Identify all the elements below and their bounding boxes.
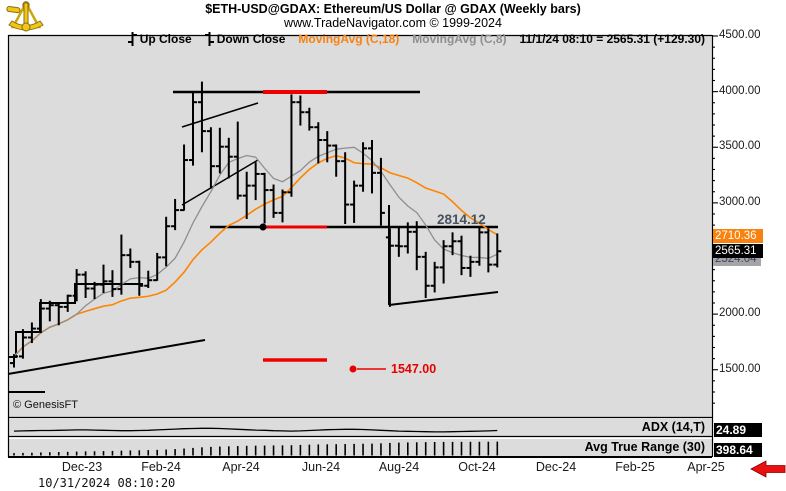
legend-ma8-label: MovingAvg (C,8) (412, 32, 507, 46)
x-axis-label: Aug-24 (378, 460, 420, 474)
legend-item-up-close[interactable]: Up Close (127, 32, 192, 46)
legend-item-ma8[interactable]: MovingAvg (C,8) (412, 32, 506, 46)
level-annotation-2814[interactable]: 2814.12 (437, 212, 486, 227)
y-axis-label: 4500.00 (719, 29, 761, 41)
chart-title: $ETH-USD@GDAX: Ethereum/US Dollar @ GDAX… (205, 2, 581, 16)
legend-ma18-label: MovingAvg (C,18) (298, 32, 400, 46)
legend-item-ma18[interactable]: MovingAvg (C,18) (298, 32, 399, 46)
adx-value-badge: 24.89 (714, 423, 762, 437)
x-axis-label: Feb-24 (141, 460, 181, 474)
y-axis-label: 2000.00 (719, 307, 761, 320)
up-bar-icon (127, 32, 137, 46)
x-axis-label: Oct-24 (458, 460, 496, 474)
atr-panel-label: Avg True Range (30) (584, 440, 705, 454)
legend-item-down-close[interactable]: Down Close (204, 32, 286, 46)
chart-subtitle: www.TradeNavigator.com © 1999-2024 (284, 16, 502, 30)
x-axis-label: Feb-25 (615, 460, 655, 474)
x-axis-label: Apr-25 (687, 460, 725, 474)
status-timestamp: 10/31/2024 08:10:20 (38, 476, 176, 490)
legend-quote-label: 11/1/24 08:10 = 2565.31 (+129.30) (519, 32, 706, 46)
legend-down-close-label: Down Close (216, 32, 286, 46)
genesis-logo-icon (6, 1, 44, 32)
y-axis-label: 3000.00 (719, 195, 761, 208)
x-axis-label: Apr-24 (222, 460, 260, 474)
down-bar-icon (204, 32, 214, 46)
legend-up-close-label: Up Close (139, 32, 192, 46)
adx-panel-label: ADX (14,T) (641, 420, 705, 434)
last-price-badge: 2565.31 (713, 244, 763, 258)
atr-value-badge: 398.64 (714, 443, 762, 457)
y-axis-label: 4000.00 (719, 84, 761, 97)
genesisft-copyright: © GenesisFT (13, 399, 78, 411)
latest-bar-arrow-icon[interactable] (748, 460, 786, 478)
legend-quote: 11/1/24 08:10 = 2565.31 (+129.30) (520, 32, 706, 46)
y-axis-label: 3500.00 (719, 140, 761, 153)
legend: Up Close Down Close MovingAvg (C,18) Mov… (127, 32, 706, 46)
y-axis-label: 1500.00 (719, 362, 761, 375)
x-axis-label: Dec-24 (535, 460, 577, 474)
x-axis-label: Dec-23 (61, 460, 103, 474)
level-annotation-1547[interactable]: 1547.00 (391, 362, 437, 376)
x-axis-label: Jun-24 (301, 460, 341, 474)
ma18-value-badge: 2710.36 (713, 229, 763, 243)
